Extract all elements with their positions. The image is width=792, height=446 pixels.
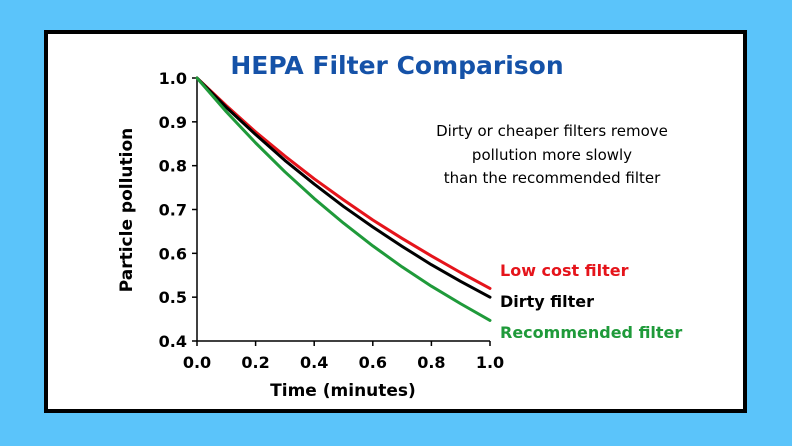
annotation-line-2: pollution more slowly [472, 146, 632, 164]
y-tick-label: 1.0 [159, 69, 187, 88]
annotation-text: Dirty or cheaper filters remove pollutio… [436, 122, 668, 187]
chart-frame [44, 30, 747, 413]
axes: 0.0 0.2 0.4 0.6 0.8 1.0 0.4 0.5 0.6 0.7 0.8 0.9 1.0 [159, 69, 505, 372]
y-tick-label: 0.9 [159, 113, 187, 132]
series-line-low-cost [195, 76, 492, 290]
x-tick-label: 0.6 [359, 353, 387, 372]
y-tick-label: 0.7 [159, 201, 187, 220]
series-line-recommended [195, 76, 492, 322]
x-tick-label: 0.8 [417, 353, 445, 372]
series-lines [195, 76, 492, 322]
series-label-low-cost: Low cost filter [500, 261, 629, 280]
y-tick-label: 0.5 [159, 288, 187, 307]
x-tick-label: 1.0 [476, 353, 504, 372]
series-label-dirty: Dirty filter [500, 292, 594, 311]
y-axis-label: Particle pollution [117, 128, 137, 293]
series-labels: Low cost filter Dirty filter Recommended f… [500, 261, 682, 342]
x-tick-label: 0.0 [183, 353, 211, 372]
annotation-line-3: than the recommended filter [444, 169, 661, 187]
series-line-dirty [195, 76, 492, 299]
x-tick-label: 0.4 [300, 353, 328, 372]
x-axis-label: Time (minutes) [270, 381, 416, 401]
y-tick-label: 0.6 [159, 244, 187, 263]
y-tick-label: 0.8 [159, 157, 187, 176]
x-tick-label: 0.2 [241, 353, 269, 372]
chart-title: HEPA Filter Comparison [230, 51, 563, 80]
series-label-recommended: Recommended filter [500, 323, 682, 342]
annotation-line-1: Dirty or cheaper filters remove [436, 122, 668, 140]
y-tick-label: 0.4 [159, 332, 187, 351]
